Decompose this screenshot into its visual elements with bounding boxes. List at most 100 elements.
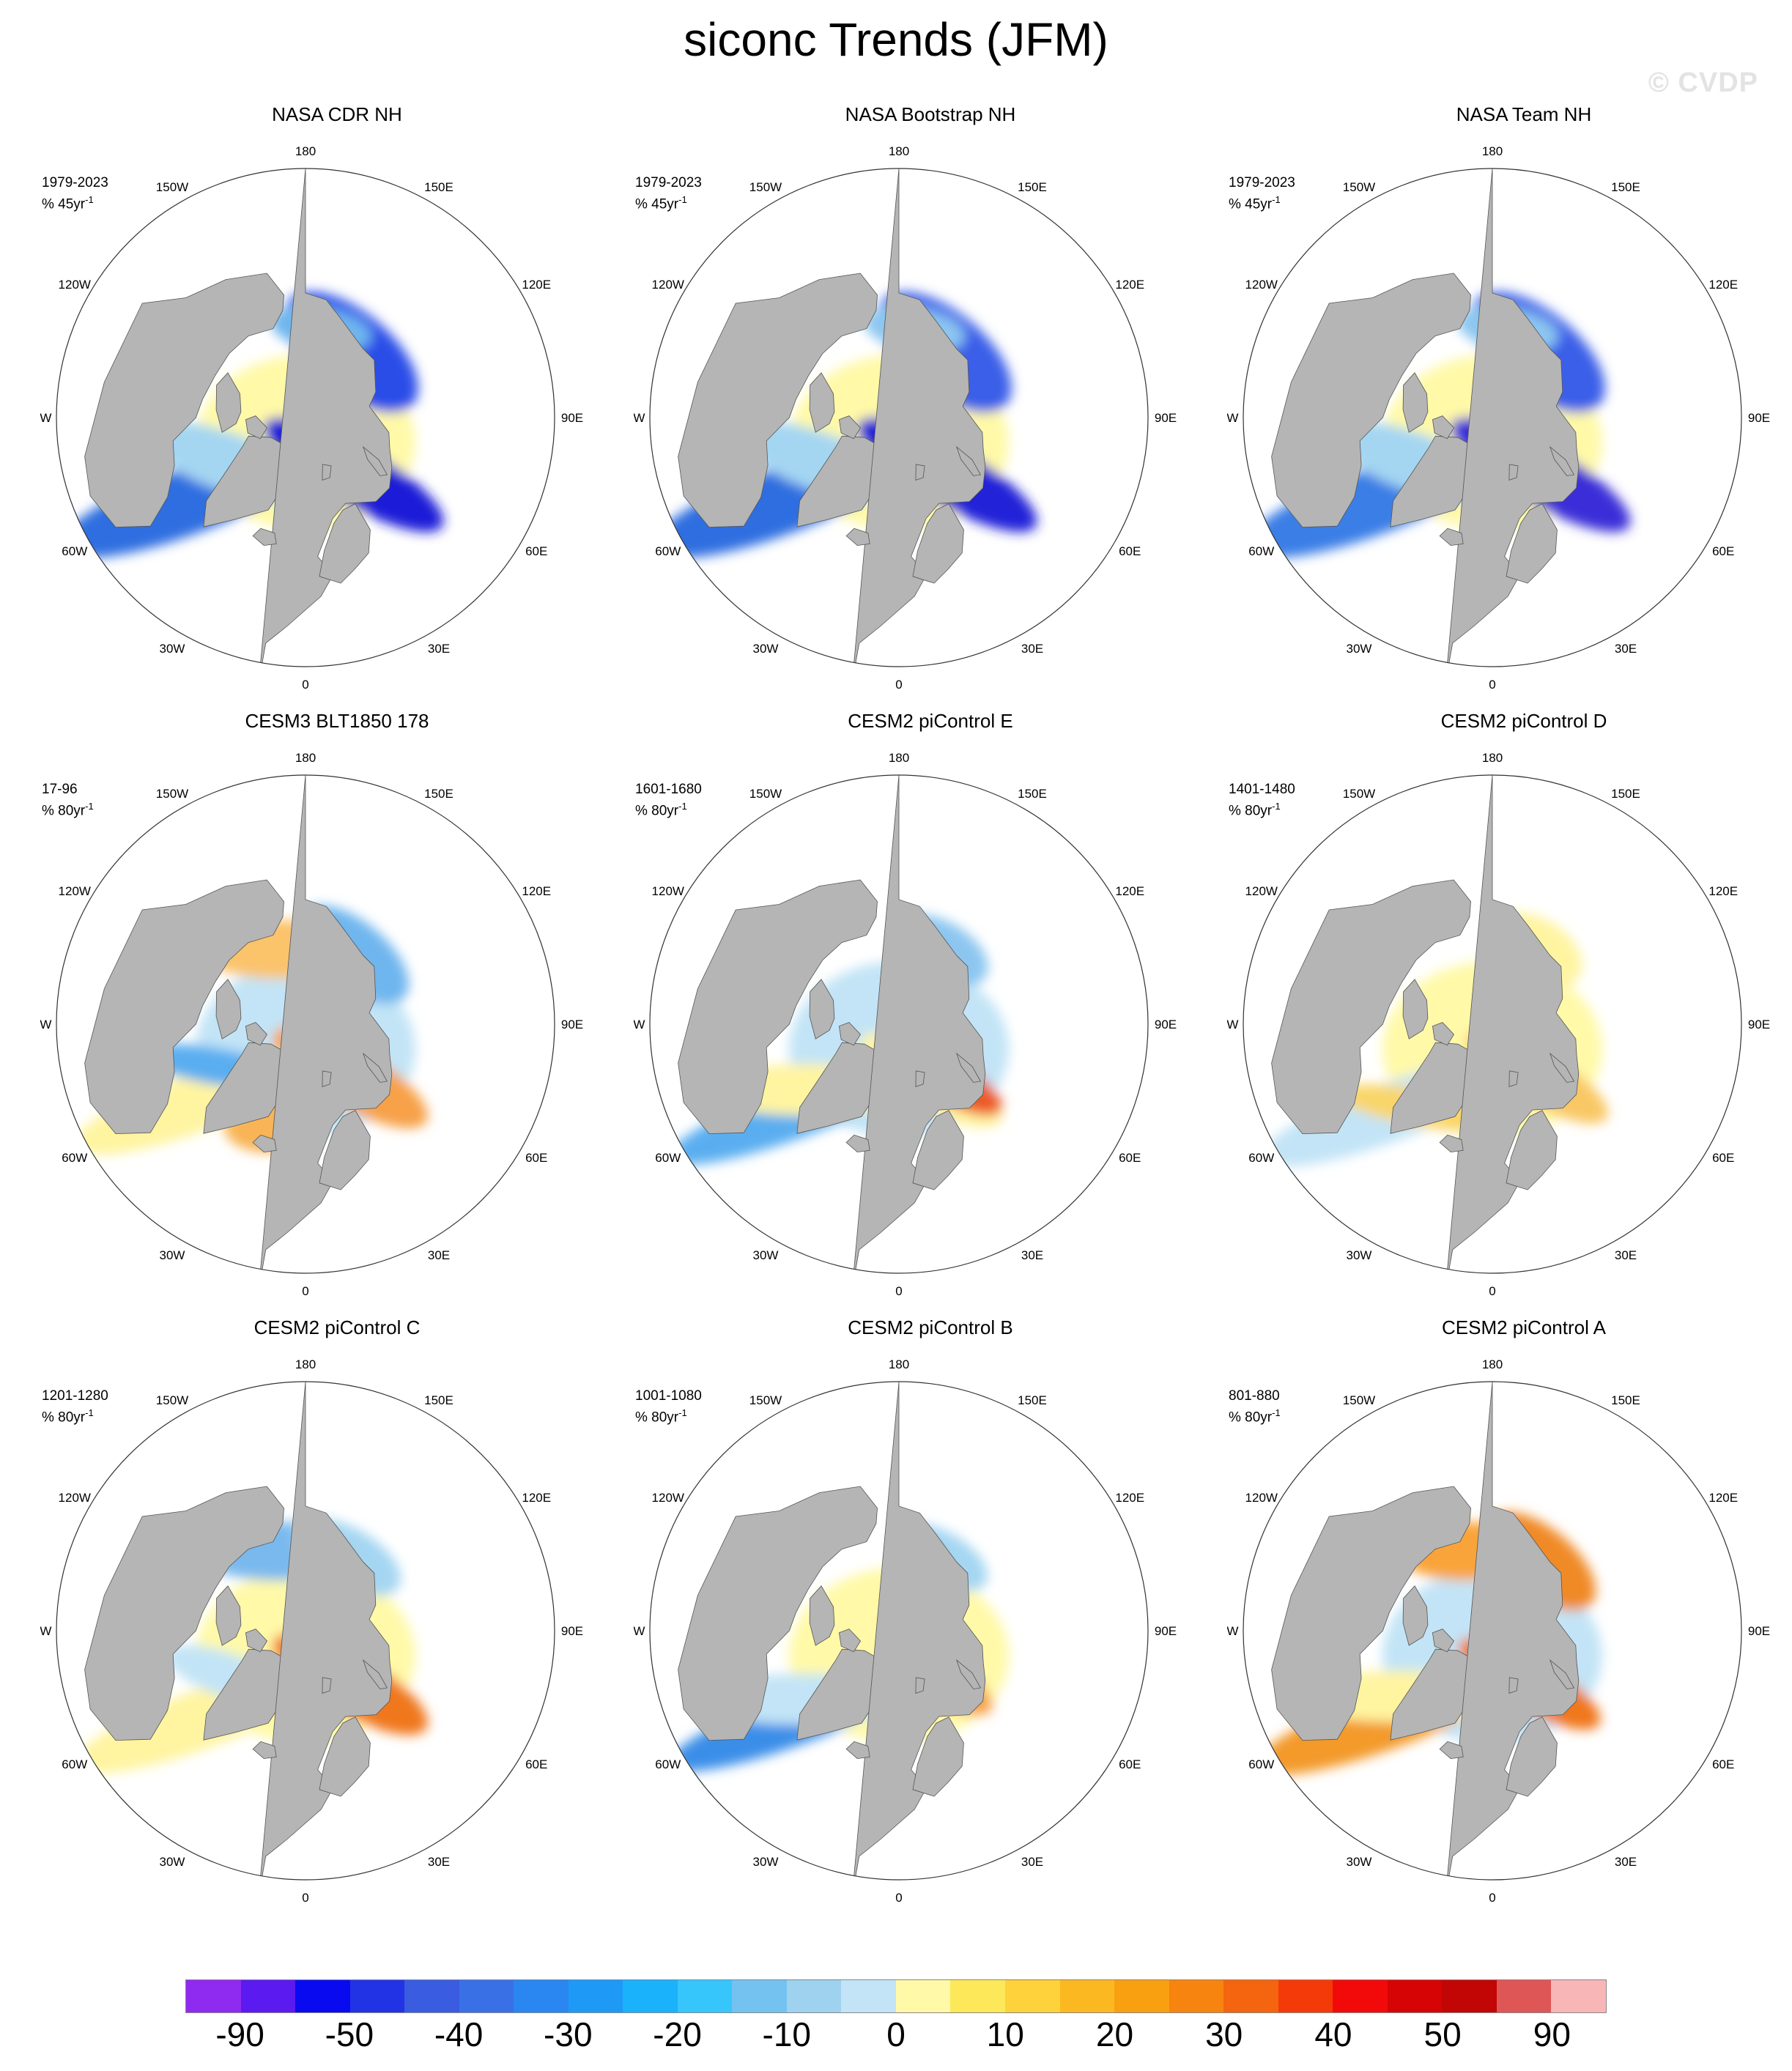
colorbar-labels: -90 -50 -40 -30 -20 -10 0 10 20 30 40 50 90 — [185, 2015, 1607, 2059]
land-mass — [1271, 1486, 1471, 1741]
land-mass — [678, 1486, 878, 1741]
colorbar-swatch — [240, 1980, 296, 2012]
land-mass — [84, 1486, 284, 1741]
land-mass — [912, 1716, 964, 1797]
longitude-label: 90W — [1227, 1624, 1238, 1638]
map-panel: CESM3 BLT1850 178 180 150E 120E 90E 60E 30E 0 30… — [40, 709, 634, 1310]
longitude-label: 150E — [424, 1393, 453, 1407]
colorbar-swatch — [1333, 1980, 1388, 2012]
panel-title: NASA Bootstrap NH — [845, 103, 1016, 125]
land-mass — [955, 1052, 982, 1083]
longitude-label: 180 — [295, 1357, 316, 1371]
colorbar-swatch — [895, 1980, 951, 2012]
colorbar-tick-label: 0 — [886, 2015, 906, 2053]
colorbar-swatch — [677, 1980, 733, 2012]
colorbar-swatch — [623, 1980, 678, 2012]
panel-title: CESM2 piControl D — [1440, 710, 1607, 732]
longitude-label: 150W — [749, 787, 782, 801]
longitude-label: 90W — [1227, 1018, 1238, 1031]
longitude-label: 0 — [302, 678, 308, 692]
longitude-label: 0 — [302, 1284, 308, 1298]
longitude-label: 60E — [525, 544, 547, 558]
period-range: 1201-1280 — [42, 1388, 108, 1404]
longitude-label: 90W — [40, 1624, 51, 1638]
land-mass — [845, 527, 870, 547]
land-mass — [319, 1716, 371, 1797]
colorbar-swatch — [295, 1980, 350, 2012]
polar-map: 180 150E 120E 90E 60E 30E 0 30W 60W 90W 120W 150W — [1227, 751, 1770, 1298]
map-panel: CESM2 piControl E 180 150E 120E 90E 60E 30E 0 30… — [634, 709, 1227, 1310]
period-range: 1001-1080 — [635, 1388, 702, 1404]
longitude-label: 90W — [634, 1018, 645, 1031]
land-mass — [678, 879, 878, 1135]
trend-units: % 80yr-1 — [1229, 801, 1281, 819]
trend-units: % 80yr-1 — [42, 801, 94, 819]
colorbar-swatch — [732, 1980, 787, 2012]
colorbar-swatch — [459, 1980, 514, 2012]
land-mass — [84, 273, 284, 528]
land-mass — [258, 168, 393, 667]
longitude-label: 60W — [1248, 544, 1274, 558]
longitude-label: 60E — [1119, 1757, 1141, 1771]
colorbar-tick-label: -20 — [653, 2015, 702, 2053]
longitude-label: 90E — [1155, 1624, 1177, 1638]
land-mass — [912, 1110, 964, 1190]
longitude-label: 60E — [1119, 544, 1141, 558]
longitude-label: 60W — [1248, 1757, 1274, 1771]
land-mass — [915, 464, 925, 481]
land-mass — [319, 1110, 371, 1190]
longitude-label: 150W — [156, 180, 188, 194]
period-label: 1401-1480 % 80yr-1 — [1229, 781, 1295, 819]
colorbar-swatch — [568, 1980, 623, 2012]
land-mass — [678, 273, 878, 528]
longitude-label: 30E — [1615, 1248, 1637, 1262]
land-mass — [215, 1585, 242, 1646]
land-mass — [1271, 273, 1471, 528]
longitude-label: 0 — [895, 1891, 902, 1905]
land-mass — [1508, 1677, 1519, 1694]
trend-units: % 45yr-1 — [635, 194, 687, 212]
longitude-label: 120W — [652, 1491, 684, 1505]
land-mass — [809, 979, 835, 1040]
land-mass — [838, 415, 862, 440]
longitude-label: 60W — [62, 1757, 87, 1771]
land-mass — [1506, 1110, 1558, 1190]
longitude-label: 120E — [522, 1491, 551, 1505]
polar-map: 180 150E 120E 90E 60E 30E 0 30W 60W 90W 120W 150W — [40, 1357, 583, 1905]
longitude-label: 90W — [40, 411, 51, 425]
period-label: 1979-2023 % 45yr-1 — [42, 174, 108, 212]
colorbar-swatch — [1004, 1980, 1060, 2012]
period-label: 1001-1080 % 80yr-1 — [635, 1388, 702, 1426]
longitude-label: 120W — [1245, 278, 1278, 292]
land-mass — [1506, 1716, 1558, 1797]
longitude-label: 150E — [1018, 787, 1047, 801]
land-mass — [322, 1677, 332, 1694]
trend-units: % 45yr-1 — [1229, 194, 1281, 212]
land-mass — [838, 1629, 862, 1653]
map-panel: CESM2 piControl C 180 150E 120E 90E 60E 30E 0 30… — [40, 1316, 634, 1916]
land-mass — [1271, 879, 1471, 1135]
longitude-label: 60W — [62, 544, 87, 558]
trend-units: % 80yr-1 — [42, 1407, 94, 1426]
land-mass — [915, 1677, 925, 1694]
longitude-label: 120E — [1708, 278, 1738, 292]
longitude-label: 0 — [1489, 1284, 1495, 1298]
panel-title: CESM3 BLT1850 178 — [245, 710, 429, 732]
longitude-label: 120W — [59, 884, 91, 898]
period-label: 1201-1280 % 80yr-1 — [42, 1388, 108, 1426]
longitude-label: 30W — [160, 642, 185, 656]
land-mass — [955, 1659, 982, 1689]
map-panel: CESM2 piControl A 180 150E 120E 90E 60E 30E 0 30… — [1227, 1316, 1792, 1916]
colorbar-swatch — [514, 1980, 569, 2012]
colorbar-swatch — [786, 1980, 842, 2012]
longitude-label: 150E — [424, 787, 453, 801]
land-mass — [1432, 1629, 1455, 1653]
longitude-label: 30W — [160, 1248, 185, 1262]
land-mass — [84, 879, 284, 1135]
longitude-label: 120W — [1245, 884, 1278, 898]
land-mass — [215, 979, 242, 1040]
longitude-label: 90W — [634, 1624, 645, 1638]
colorbar-swatch — [1387, 1980, 1443, 2012]
land-mass — [1549, 1052, 1575, 1083]
longitude-label: 180 — [1482, 1357, 1503, 1371]
